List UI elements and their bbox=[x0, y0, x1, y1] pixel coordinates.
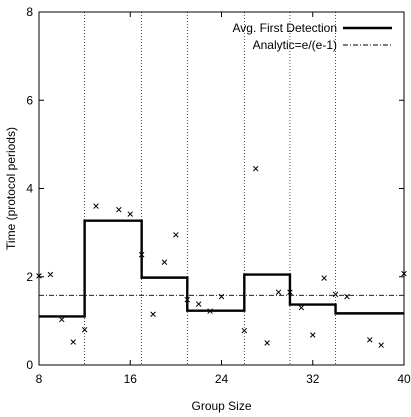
scatter-stroke bbox=[332, 291, 339, 298]
y-axis-label: Time (protocol periods) bbox=[4, 127, 18, 250]
scatter-stroke bbox=[70, 339, 76, 345]
scatter-point bbox=[195, 301, 202, 307]
y-tick-label: 6 bbox=[26, 93, 33, 107]
scatter-stroke bbox=[218, 293, 225, 300]
y-tick-label: 0 bbox=[26, 358, 33, 372]
scatter-stroke bbox=[81, 326, 88, 333]
scatter-stroke bbox=[287, 289, 293, 295]
scatter-series-group bbox=[36, 165, 407, 348]
scatter-stroke bbox=[207, 308, 213, 314]
scatter-stroke bbox=[252, 165, 259, 172]
scatter-stroke bbox=[367, 337, 373, 343]
scatter-stroke bbox=[127, 211, 134, 217]
scatter-stroke bbox=[150, 311, 156, 318]
scatter-point bbox=[161, 259, 168, 265]
step-series-group bbox=[39, 219, 404, 318]
scatter-stroke bbox=[298, 304, 305, 311]
scatter-point bbox=[367, 337, 373, 343]
scatter-point bbox=[321, 275, 327, 281]
scatter-point bbox=[287, 289, 293, 295]
scatter-stroke bbox=[344, 293, 350, 300]
scatter-stroke bbox=[309, 332, 316, 338]
scatter-stroke bbox=[59, 316, 65, 323]
scatter-stroke bbox=[184, 296, 191, 303]
scatter-point bbox=[93, 203, 99, 209]
scatter-point bbox=[309, 332, 316, 338]
scatter-point bbox=[332, 291, 339, 298]
scatter-point bbox=[138, 251, 145, 258]
y-tick-label: 8 bbox=[26, 5, 33, 19]
scatter-stroke bbox=[378, 342, 384, 348]
scatter-stroke bbox=[116, 206, 122, 213]
scatter-stroke bbox=[93, 203, 99, 209]
scatter-point bbox=[378, 342, 384, 348]
legend: Avg. First Detection Analytic=e/(e-1) bbox=[233, 21, 392, 52]
scatter-point bbox=[298, 304, 305, 311]
legend-label-analytic: Analytic=e/(e-1) bbox=[253, 38, 337, 52]
scatter-stroke bbox=[241, 327, 248, 334]
scatter-point bbox=[70, 339, 76, 345]
scatter-point bbox=[241, 327, 248, 334]
scatter-point bbox=[150, 311, 156, 318]
scatter-point bbox=[252, 165, 259, 172]
scatter-point bbox=[173, 232, 179, 238]
scatter-stroke bbox=[275, 289, 282, 295]
vertical-dotted-lines bbox=[84, 12, 336, 365]
scatter-stroke bbox=[321, 275, 327, 281]
y-tick-label: 4 bbox=[26, 182, 33, 196]
legend-label-avg-first-detection: Avg. First Detection bbox=[233, 21, 337, 35]
scatter-stroke bbox=[173, 232, 179, 238]
scatter-point bbox=[127, 211, 134, 217]
scatter-point bbox=[344, 293, 350, 300]
x-axis-label: Group Size bbox=[191, 399, 251, 413]
scatter-stroke bbox=[264, 340, 270, 346]
y-tick-label: 2 bbox=[26, 270, 33, 284]
x-tick-label: 16 bbox=[124, 372, 138, 386]
scatter-point bbox=[81, 326, 88, 333]
scatter-point bbox=[218, 293, 225, 300]
plot-frame bbox=[38, 11, 405, 366]
x-tick-label: 24 bbox=[215, 372, 229, 386]
scatter-stroke bbox=[195, 301, 202, 307]
scatter-point bbox=[275, 289, 282, 295]
x-tick-label: 40 bbox=[397, 372, 411, 386]
scatter-point bbox=[184, 296, 191, 303]
scatter-point bbox=[47, 271, 54, 278]
scatter-point bbox=[59, 316, 65, 323]
step-line-avg-first-detection bbox=[39, 219, 404, 318]
scatter-point bbox=[116, 206, 122, 213]
scatter-point bbox=[264, 340, 270, 346]
scatter-stroke bbox=[138, 251, 145, 258]
scatter-point bbox=[207, 308, 213, 314]
scatter-stroke bbox=[161, 259, 168, 265]
scatter-stroke bbox=[47, 271, 54, 278]
x-tick-label: 32 bbox=[306, 372, 320, 386]
x-tick-label: 8 bbox=[36, 372, 43, 386]
